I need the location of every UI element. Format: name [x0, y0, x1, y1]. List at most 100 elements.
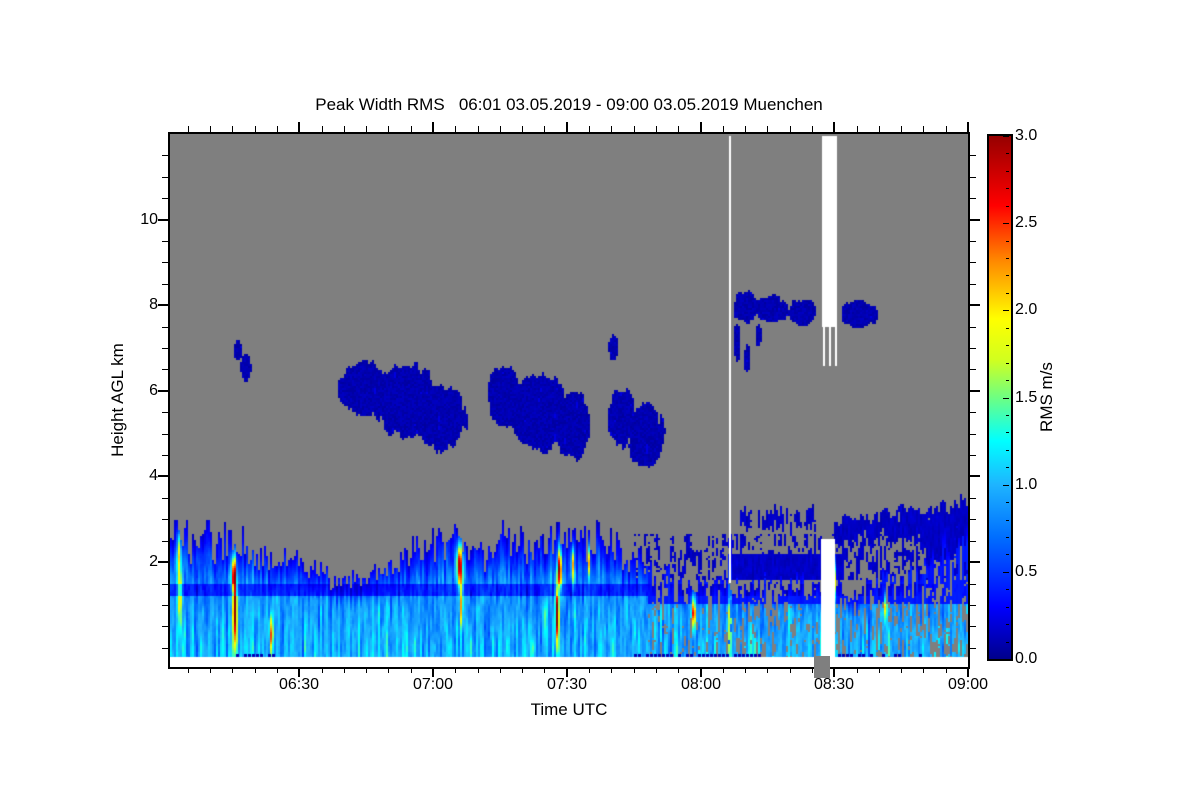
- y-minor-tick: [162, 648, 168, 649]
- y-tick-label: 2: [149, 553, 158, 570]
- y-minor-tick: [162, 412, 168, 413]
- y-major-tick: [158, 475, 168, 477]
- colorbar-major-tick: [1003, 572, 1009, 573]
- y-minor-tick: [162, 626, 168, 627]
- x-minor-tick: [857, 126, 858, 132]
- y-tick-label: 10: [140, 211, 158, 228]
- y-major-tick: [970, 561, 980, 563]
- x-minor-tick: [634, 667, 635, 673]
- x-minor-tick: [522, 667, 523, 673]
- y-minor-tick: [970, 284, 976, 285]
- x-minor-tick: [522, 126, 523, 132]
- colorbar-minor-tick: [1006, 520, 1009, 521]
- x-minor-tick: [879, 667, 880, 673]
- x-minor-tick: [500, 667, 501, 673]
- y-minor-tick: [162, 241, 168, 242]
- colorbar-minor-tick: [1006, 171, 1009, 172]
- x-minor-tick: [767, 667, 768, 673]
- y-minor-tick: [162, 519, 168, 520]
- y-tick-label: 8: [149, 296, 158, 313]
- x-minor-tick: [923, 667, 924, 673]
- x-minor-tick: [611, 126, 612, 132]
- x-minor-tick: [322, 667, 323, 673]
- y-minor-tick: [162, 498, 168, 499]
- y-major-tick: [970, 304, 980, 306]
- y-minor-tick: [970, 262, 976, 263]
- y-major-tick: [970, 219, 980, 221]
- y-minor-tick: [162, 284, 168, 285]
- y-minor-tick: [162, 455, 168, 456]
- x-minor-tick: [411, 667, 412, 673]
- x-minor-tick: [723, 126, 724, 132]
- y-minor-tick: [970, 626, 976, 627]
- x-minor-tick: [366, 667, 367, 673]
- y-major-tick: [970, 390, 980, 392]
- x-minor-tick: [210, 667, 211, 673]
- colorbar-minor-tick: [1006, 188, 1009, 189]
- y-major-tick: [970, 475, 980, 477]
- x-tick-label: 06:30: [278, 676, 320, 693]
- y-minor-tick: [970, 155, 976, 156]
- x-major-tick: [967, 667, 969, 677]
- colorbar-major-tick: [1003, 485, 1009, 486]
- x-minor-tick: [812, 126, 813, 132]
- heatmap-canvas: [170, 134, 968, 667]
- colorbar-tick-label: 1.0: [1015, 476, 1038, 493]
- x-major-tick: [566, 122, 568, 132]
- x-minor-tick: [946, 126, 947, 132]
- colorbar-minor-tick: [1006, 345, 1009, 346]
- x-tick-label: 08:30: [813, 676, 855, 693]
- colorbar-minor-tick: [1006, 432, 1009, 433]
- colorbar-minor-tick: [1006, 153, 1009, 154]
- colorbar-tick-label: 0.5: [1015, 563, 1038, 580]
- y-major-tick: [158, 561, 168, 563]
- x-minor-tick: [812, 667, 813, 673]
- y-major-tick: [158, 390, 168, 392]
- colorbar-minor-tick: [1006, 363, 1009, 364]
- x-tick-label: 08:00: [680, 676, 722, 693]
- y-minor-tick: [970, 198, 976, 199]
- x-minor-tick: [544, 126, 545, 132]
- x-minor-tick: [879, 126, 880, 132]
- x-minor-tick: [611, 667, 612, 673]
- y-minor-tick: [162, 198, 168, 199]
- x-minor-tick: [544, 667, 545, 673]
- x-minor-tick: [188, 667, 189, 673]
- x-minor-tick: [745, 126, 746, 132]
- x-axis-label: Time UTC: [530, 700, 608, 719]
- colorbar-tick-label: 2.5: [1015, 214, 1038, 231]
- colorbar-minor-tick: [1006, 415, 1009, 416]
- x-tick-label: 07:30: [546, 676, 588, 693]
- x-minor-tick: [723, 667, 724, 673]
- colorbar-minor-tick: [1006, 258, 1009, 259]
- y-minor-tick: [970, 648, 976, 649]
- x-minor-tick: [344, 126, 345, 132]
- colorbar-minor-tick: [1006, 241, 1009, 242]
- x-minor-tick: [188, 126, 189, 132]
- y-minor-tick: [162, 327, 168, 328]
- x-minor-tick: [745, 667, 746, 673]
- plot-frame: [168, 132, 970, 669]
- y-major-tick: [158, 219, 168, 221]
- x-minor-tick: [232, 126, 233, 132]
- colorbar-minor-tick: [1006, 275, 1009, 276]
- colorbar-minor-tick: [1006, 607, 1009, 608]
- colorbar-major-tick: [1003, 659, 1009, 660]
- x-minor-tick: [790, 667, 791, 673]
- x-minor-tick: [232, 667, 233, 673]
- y-minor-tick: [162, 348, 168, 349]
- x-minor-tick: [790, 126, 791, 132]
- y-minor-tick: [162, 605, 168, 606]
- y-minor-tick: [970, 412, 976, 413]
- y-tick-label: 6: [149, 382, 158, 399]
- x-major-tick: [967, 122, 969, 132]
- x-minor-tick: [277, 126, 278, 132]
- chart-title: Peak Width RMS 06:01 03.05.2019 - 09:00 …: [315, 95, 823, 114]
- x-minor-tick: [344, 667, 345, 673]
- colorbar-tick-label: 0.0: [1015, 650, 1038, 667]
- x-tick-label: 09:00: [947, 676, 989, 693]
- x-minor-tick: [500, 126, 501, 132]
- x-minor-tick: [478, 667, 479, 673]
- y-minor-tick: [162, 155, 168, 156]
